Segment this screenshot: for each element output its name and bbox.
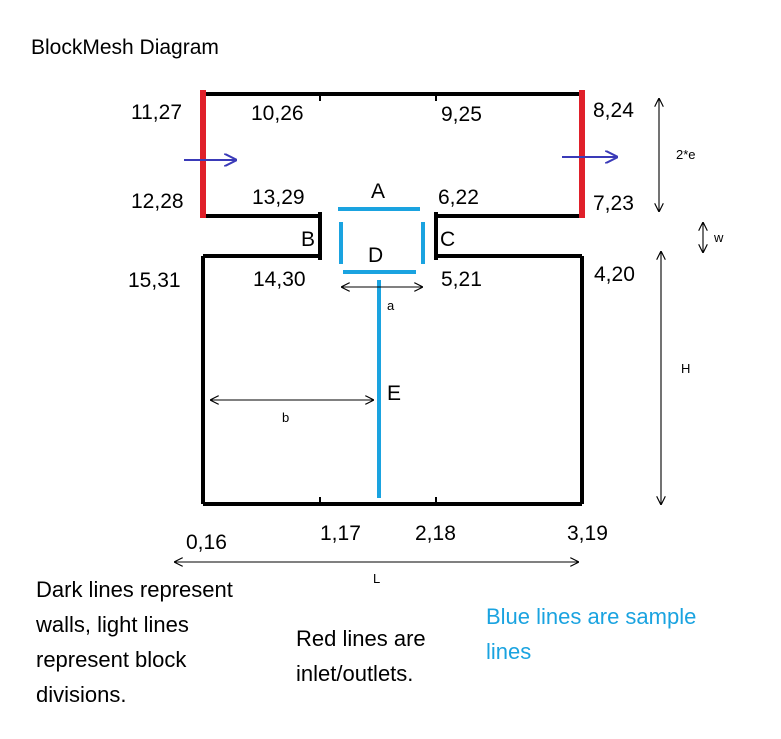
dimension-l-label: L (373, 571, 380, 586)
block-division-ticks (319, 94, 437, 504)
vertex-labels: 11,27 10,26 9,25 8,24 12,28 13,29 6,22 7… (128, 99, 635, 554)
note-inlet: Red lines are inlet/outlets. (296, 621, 426, 691)
vertex-14-30: 14,30 (253, 268, 306, 291)
vertex-8-24: 8,24 (593, 99, 634, 122)
vertex-4-20: 4,20 (594, 263, 635, 286)
vertex-7-23: 7,23 (593, 192, 634, 215)
diagram-title: BlockMesh Diagram (31, 36, 219, 59)
vertex-10-26: 10,26 (251, 102, 304, 125)
vertex-9-25: 9,25 (441, 103, 482, 126)
dimension-w-label: w (713, 230, 724, 245)
label-e-line: E (387, 382, 401, 405)
dimension-h-label: H (681, 361, 690, 376)
note-walls-line: Dark lines represent (36, 577, 233, 602)
dimension-two-e-label: 2*e (676, 147, 696, 162)
vertex-0-16: 0,16 (186, 531, 227, 554)
sample-lines (338, 207, 425, 498)
note-sample-line: lines (486, 639, 532, 664)
vertex-13-29: 13,29 (252, 186, 305, 209)
note-walls-line: divisions. (36, 682, 127, 707)
label-a-line: A (371, 180, 385, 203)
dimension-a-label: a (387, 298, 395, 313)
note-walls: Dark lines represent walls, light lines … (36, 572, 233, 712)
dimension-b-label: b (282, 410, 289, 425)
label-c-line: C (440, 228, 455, 251)
vertex-12-28: 12,28 (131, 190, 184, 213)
label-d-line: D (368, 244, 383, 267)
note-inlet-line: Red lines are (296, 626, 426, 651)
vertex-3-19: 3,19 (567, 522, 608, 545)
label-b-line: B (301, 228, 315, 251)
vertex-2-18: 2,18 (415, 522, 456, 545)
vertex-15-31: 15,31 (128, 269, 181, 292)
vertex-5-21: 5,21 (441, 268, 482, 291)
walls (201, 92, 584, 506)
note-sample-line: Blue lines are sample (486, 604, 697, 629)
note-sample: Blue lines are sample lines (486, 599, 696, 669)
vertex-1-17: 1,17 (320, 522, 361, 545)
note-walls-line: represent block (36, 647, 187, 672)
note-walls-line: walls, light lines (36, 612, 189, 637)
vertex-6-22: 6,22 (438, 186, 479, 209)
note-inlet-line: inlet/outlets. (296, 661, 414, 686)
dimension-arrows (174, 98, 703, 562)
vertex-11-27: 11,27 (131, 101, 182, 124)
